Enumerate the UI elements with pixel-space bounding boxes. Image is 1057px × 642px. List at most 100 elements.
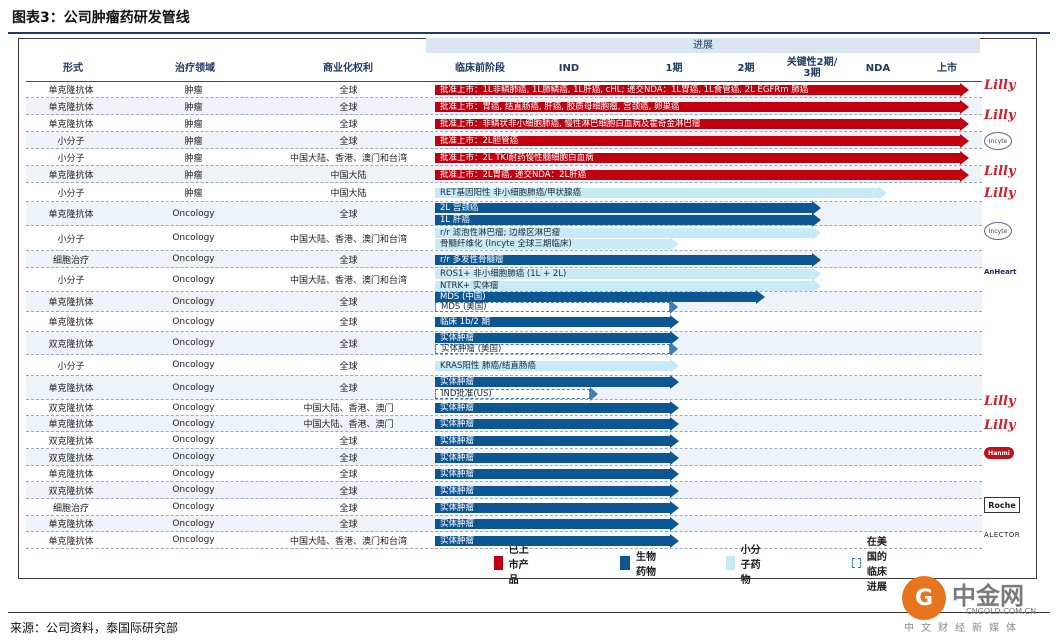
column-header: 1期 [665, 62, 683, 74]
partner-logo-incyte: Incyte [984, 132, 1012, 150]
partner-logo-alector: ALECTOR [984, 531, 1021, 539]
row-therapy-area: Oncology [172, 316, 215, 327]
watermark-url: CNGOLD.COM.CN [966, 607, 1037, 616]
row-therapy-area: Oncology [172, 233, 215, 243]
row-rights: 全球 [339, 255, 358, 266]
progress-arrow-icon [670, 517, 679, 531]
progress-bar: 实体肿瘤 [435, 485, 670, 496]
row-therapy-area: Oncology [172, 360, 215, 370]
progress-arrow-icon [670, 483, 679, 498]
column-header: IND [558, 62, 580, 74]
progress-header: 进展 [426, 38, 980, 53]
legend-swatch-icon [726, 556, 735, 570]
progress-arrow-icon [670, 315, 679, 329]
progress-bar: 批准上市：非鳞状非小细胞肺癌, 慢性淋巴细胞白血病及霍奇金淋巴瘤 [435, 118, 960, 129]
row-rights: 全球 [339, 210, 358, 220]
progress-bar: RET基因阳性 非小细胞肺癌/甲状腺癌 [435, 187, 878, 198]
source-note: 来源：公司资料，泰国际研究部 [8, 612, 1050, 636]
column-header: 关键性2期/ 3期 [786, 57, 838, 79]
row-form: 单克隆抗体 [48, 536, 94, 547]
progress-bar: 临床 1b/2 期 [435, 317, 670, 327]
partner-logo-lilly: Lilly [984, 164, 1016, 179]
progress-arrow-icon [670, 358, 679, 373]
row-therapy-area: Oncology [172, 468, 215, 479]
progress-bar: 批准上市：2L胃癌, 递交NDA：2L肝癌 [435, 169, 960, 180]
row-form: 单克隆抗体 [48, 470, 94, 480]
row-therapy-area: 肿瘤 [184, 85, 203, 96]
pipeline-row: 小分子 Oncology 中国大陆、香港、澳门和台湾 [26, 268, 982, 292]
progress-bar: r/r 滤泡性淋巴瘤; 边缘区淋巴瘤 [435, 227, 812, 238]
pipeline-row: 小分子 肿瘤 中国大陆、香港、澳门和台湾 [26, 149, 982, 166]
row-form: 小分子 [57, 153, 85, 164]
progress-arrow-icon [670, 401, 679, 415]
progress-arrow-icon [812, 212, 821, 227]
progress-bar: 实体肿瘤 [435, 502, 670, 513]
progress-bar: MDS (美国) [435, 302, 670, 312]
pipeline-row: 小分子 Oncology 全球 [26, 355, 982, 376]
row-therapy-area: Oncology [172, 208, 215, 219]
progress-bar: 骨髓纤维化 (Incyte 全球三期临床) [435, 239, 670, 250]
pipeline-row: 小分子 Oncology 中国大陆、香港、澳门和台湾 [26, 226, 982, 251]
row-therapy-area: 肿瘤 [184, 119, 203, 130]
watermark-logo-icon: G [902, 576, 946, 620]
partner-logo-lilly: Lilly [984, 186, 1016, 201]
pipeline-row: 单克隆抗体 肿瘤 全球 [26, 115, 982, 132]
legend-item: 生物药物 [620, 552, 656, 578]
progress-bar: 2L 宫颈癌 [435, 203, 812, 214]
row-therapy-area: Oncology [172, 254, 215, 264]
progress-bar: NTRK+ 实体瘤 [435, 280, 812, 291]
pipeline-row: 单克隆抗体 Oncology 全球 [26, 466, 982, 482]
progress-bar: ROS1+ 非小细胞肺癌 (1L + 2L) [435, 269, 812, 280]
row-rights: 全球 [339, 470, 358, 480]
row-form: 单克隆抗体 [48, 210, 94, 220]
row-therapy-area: Oncology [172, 382, 215, 393]
row-form: 双克隆抗体 [48, 453, 94, 464]
row-therapy-area: Oncology [172, 274, 215, 285]
row-form: 小分子 [57, 136, 85, 147]
row-rights: 中国大陆、香港、澳门和台湾 [289, 536, 407, 547]
column-header: 形式 [63, 62, 83, 74]
row-form: 双克隆抗体 [48, 486, 94, 497]
progress-bar: 批准上市：2L胆管癌 [435, 135, 960, 146]
row-rights: 全球 [339, 503, 358, 514]
progress-arrow-icon [670, 433, 679, 448]
progress-bar: 批准上市：2L TKI耐药慢性髓细胞白血病 [435, 152, 960, 163]
column-header: 上市 [937, 62, 957, 74]
progress-arrow-icon [670, 237, 679, 252]
legend-swatch-icon [620, 556, 630, 570]
row-rights: 全球 [339, 339, 358, 350]
row-form: 双克隆抗体 [48, 404, 94, 414]
row-therapy-area: Oncology [172, 535, 215, 545]
row-therapy-area: 肿瘤 [184, 188, 203, 199]
progress-arrow-icon [812, 267, 821, 282]
row-form: 单克隆抗体 [48, 298, 94, 308]
progress-bar: 实体肿瘤 [435, 377, 670, 388]
watermark-name: 中金网 [952, 582, 1024, 610]
row-therapy-area: 肿瘤 [184, 102, 203, 113]
row-therapy-area: Oncology [172, 518, 215, 529]
row-rights: 全球 [339, 384, 358, 394]
progress-bar: 实体肿瘤 [435, 419, 670, 429]
progress-arrow-icon [756, 290, 765, 304]
page-title: 图表3：公司肿瘤药研发管线 [8, 6, 1050, 34]
column-header: 商业化权利 [323, 62, 373, 74]
row-rights: 全球 [339, 102, 358, 113]
row-therapy-area: Oncology [172, 485, 215, 495]
progress-bar: 实体肿瘤 [435, 519, 670, 529]
legend-swatch-icon [494, 556, 503, 570]
row-form: 单克隆抗体 [48, 119, 94, 130]
row-rights: 中国大陆、香港、澳门 [303, 420, 394, 430]
progress-bar: 1L 肝癌 [435, 214, 812, 225]
row-therapy-area: 肿瘤 [184, 170, 203, 181]
row-rights: 中国大陆 [330, 170, 367, 181]
row-therapy-area: Oncology [172, 296, 215, 307]
legend-item: 在美国的临床进展 [852, 537, 892, 593]
progress-arrow-icon [960, 150, 969, 165]
partner-logo-lilly: Lilly [984, 108, 1016, 123]
row-rights: 全球 [339, 361, 358, 372]
legend-label: 生物药物 [636, 552, 656, 578]
column-header: 临床前阶段 [455, 62, 505, 74]
progress-bar: 批准上市：1L非鳞肺癌, 1L肺鳞癌, 1L肝癌, cHL; 递交NDA：1L胃… [435, 84, 960, 95]
row-form: 单克隆抗体 [48, 318, 94, 328]
row-therapy-area: 肿瘤 [184, 136, 203, 147]
